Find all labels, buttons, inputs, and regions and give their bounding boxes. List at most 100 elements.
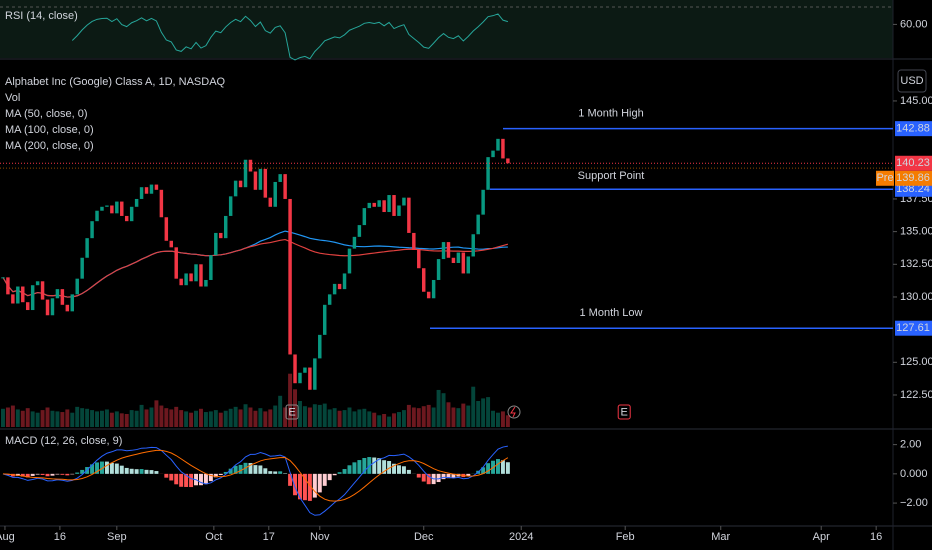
volume-bar: [144, 409, 149, 427]
volume-bar: [70, 412, 75, 427]
volume-bar: [283, 407, 288, 427]
volume-bar: [263, 411, 268, 427]
candle-body: [233, 180, 238, 197]
candle-body: [35, 281, 40, 286]
candle-body: [253, 171, 258, 190]
volume-bar: [134, 410, 139, 427]
price-tick-label: 135.00: [900, 226, 932, 238]
volume-bar: [50, 410, 55, 427]
volume-bar: [10, 405, 15, 427]
volume-bar: [486, 397, 491, 427]
candle-body: [303, 367, 307, 373]
volume-bar: [441, 393, 446, 427]
dividend-bolt: [510, 406, 516, 418]
macd-histogram: [114, 463, 119, 474]
event-label: E: [621, 406, 628, 418]
macd-histogram: [45, 473, 50, 477]
candle-body: [110, 205, 114, 214]
macd-histogram: [50, 473, 55, 476]
candle-body: [357, 225, 362, 237]
indicator-label: MA (200, close, 0): [5, 140, 94, 152]
volume-bar: [416, 408, 421, 427]
candle-body: [75, 278, 79, 295]
candle-body: [65, 304, 70, 312]
macd-histogram: [496, 459, 500, 474]
macd-histogram: [436, 473, 441, 483]
volume-bar: [233, 406, 238, 427]
volume-bar: [278, 395, 283, 427]
currency-button[interactable]: [897, 69, 927, 93]
candle-body: [421, 268, 426, 292]
time-tick-label: Apr: [813, 531, 830, 543]
volume-bar: [496, 412, 500, 427]
event-marker: [617, 404, 631, 420]
volume-bar: [293, 389, 298, 427]
macd-histogram: [258, 465, 263, 474]
candle-body: [149, 184, 154, 194]
volume-bar: [129, 410, 134, 427]
candle-body: [45, 299, 50, 316]
volume-bar: [213, 410, 218, 427]
volume-bar: [65, 409, 70, 427]
candle-body: [268, 197, 273, 207]
volume-bar: [337, 410, 342, 427]
pre-tag: [876, 170, 894, 186]
candle-body: [491, 150, 495, 158]
macd-histogram: [179, 473, 184, 487]
price-tick-label: 132.50: [900, 258, 932, 270]
macd-histogram: [486, 463, 491, 474]
macd-histogram: [60, 473, 65, 475]
volume-bar: [258, 408, 263, 427]
volume-bar: [218, 412, 223, 427]
candle-body: [248, 159, 253, 172]
candle-body: [194, 264, 198, 282]
candle-body: [322, 304, 327, 335]
macd-histogram: [327, 473, 332, 481]
candle-body: [337, 283, 342, 290]
macd-histogram: [55, 473, 60, 475]
level-label: 1 Month High: [578, 108, 643, 120]
volume-bar: [109, 412, 114, 427]
candle-body: [25, 302, 30, 311]
volume-bar: [268, 409, 273, 427]
dividend-icon[interactable]: [507, 405, 521, 419]
volume-bar: [30, 411, 35, 427]
volume-bar: [194, 410, 199, 427]
macd-histogram: [20, 473, 25, 477]
macd-histogram: [189, 473, 194, 488]
volume-bar: [387, 416, 392, 427]
volume-bar: [0, 408, 5, 427]
price-tag-label: 138.24: [896, 183, 930, 195]
volume-bar: [362, 408, 367, 427]
candle-body: [387, 195, 391, 213]
macd-histogram: [169, 473, 174, 481]
time-tick-label: Dec: [414, 531, 434, 543]
macd-histogram: [154, 471, 159, 474]
volume-bar: [500, 411, 505, 427]
volume-bar: [119, 413, 124, 427]
currency-label[interactable]: USD: [900, 75, 923, 87]
macd-histogram: [362, 457, 367, 474]
volume-bar: [288, 373, 293, 427]
volume-bar: [342, 410, 347, 427]
volume-bar: [505, 415, 510, 427]
price-tick-label: 125.00: [900, 356, 932, 368]
candle-body: [95, 210, 99, 222]
macd-histogram: [481, 467, 486, 474]
volume-bar: [312, 404, 317, 427]
candle-body: [273, 181, 277, 207]
candle-body: [352, 236, 357, 249]
candle-body: [446, 242, 451, 258]
macd-histogram: [184, 473, 189, 487]
volume-bar: [461, 403, 466, 427]
candle-body: [426, 291, 431, 299]
macd-histogram: [208, 473, 213, 482]
candle-body: [362, 208, 367, 226]
volume-bar: [491, 410, 496, 427]
volume-bar: [55, 411, 60, 427]
candle-body: [80, 257, 84, 279]
candle-body: [129, 206, 134, 222]
macd-tick-label: −2.00: [900, 497, 928, 509]
macd-histogram: [278, 471, 283, 474]
